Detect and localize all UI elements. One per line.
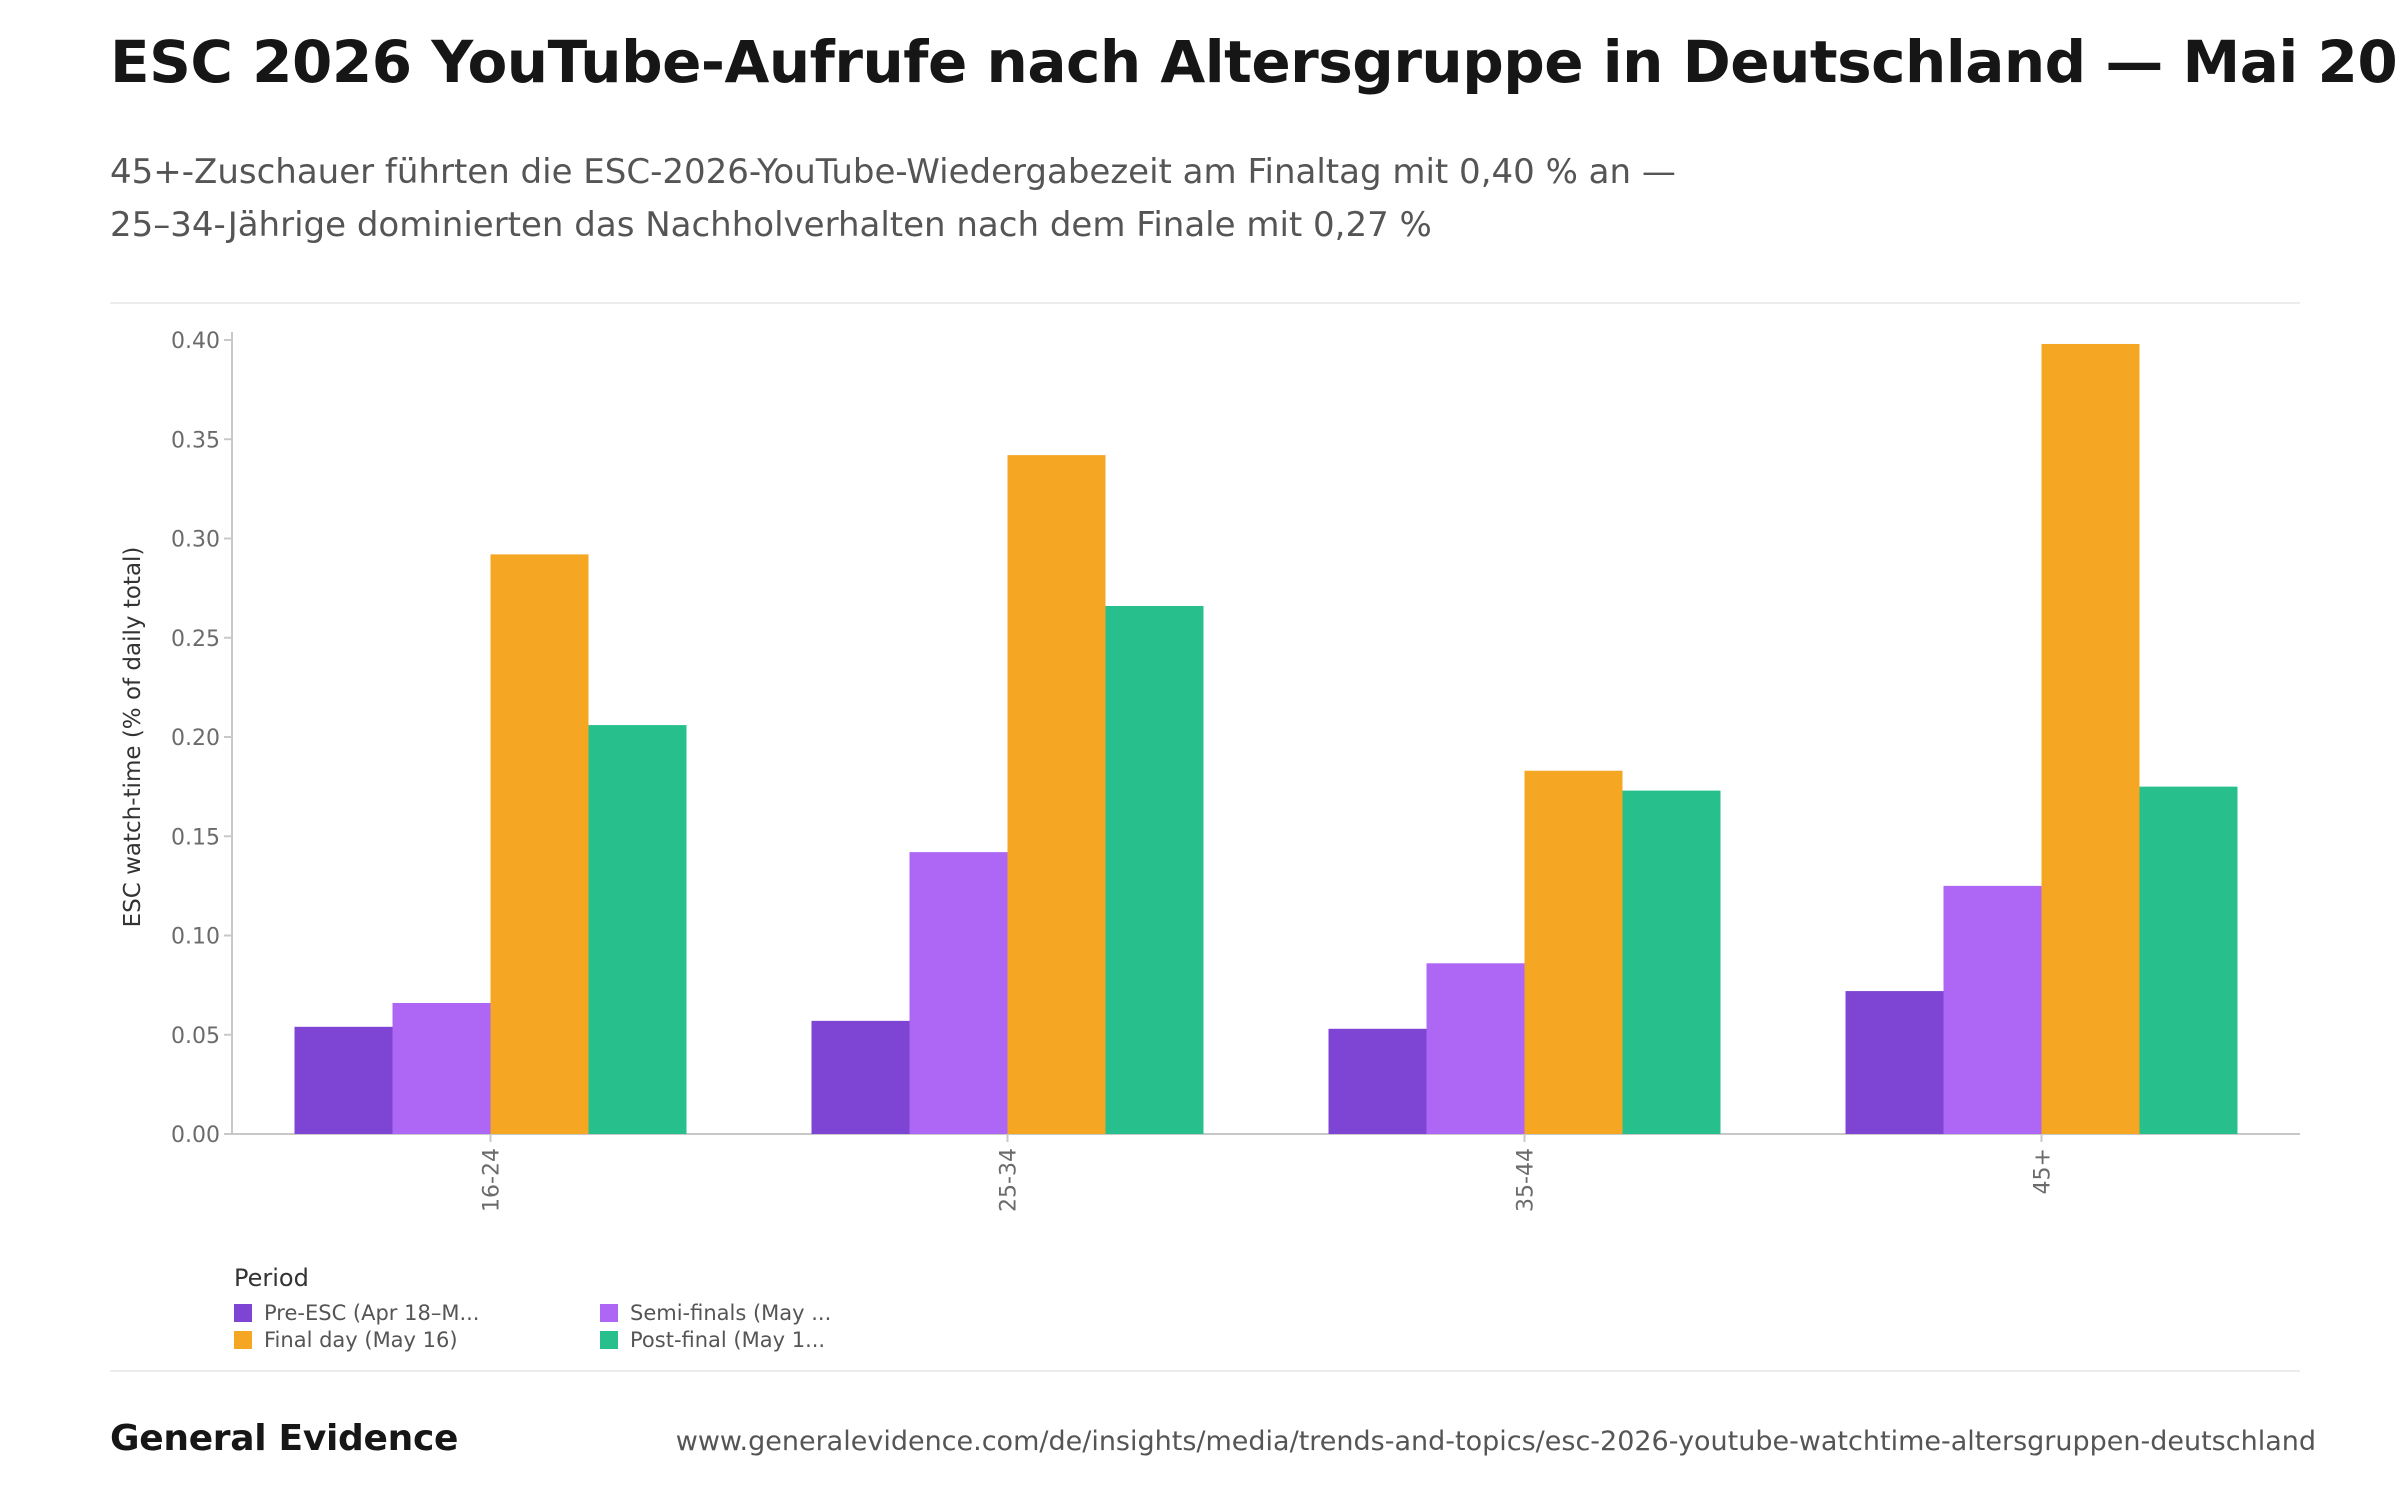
x-tick-label: 25-34 (997, 1148, 1022, 1212)
y-tick-label: 0.05 (171, 1024, 220, 1049)
legend-label: Post-final (May 1... (630, 1328, 825, 1352)
bar (1426, 963, 1525, 1134)
bar (1328, 1028, 1427, 1134)
bar (392, 1002, 491, 1134)
legend-swatch (234, 1304, 252, 1322)
bar (588, 725, 687, 1134)
bar (2041, 343, 2140, 1135)
bottom-divider (110, 1370, 2300, 1372)
legend-label: Semi-finals (May ... (630, 1301, 831, 1325)
bar (909, 852, 1008, 1134)
subtitle-line-2: 25–34-Jährige dominierten das Nachholver… (110, 205, 1432, 245)
bar-chart: 0.00 0.05 0.10 0.15 0.20 0.25 0.30 0.35 0.40 ESC … (120, 329, 2300, 1352)
bar (1943, 885, 2042, 1134)
bar (490, 554, 589, 1134)
bar (294, 1026, 393, 1134)
bar (1622, 790, 1721, 1134)
subtitle-line-1: 45+-Zuschauer führten die ESC-2026-YouTu… (110, 152, 1676, 192)
page-title: ESC 2026 YouTube-Aufrufe nach Altersgrup… (110, 28, 2400, 96)
y-tick-label: 0.30 (171, 528, 220, 553)
legend-swatch (600, 1304, 618, 1322)
x-tick-label: 16-24 (480, 1148, 505, 1212)
brand-logo-text: General Evidence (110, 1418, 459, 1459)
top-divider (110, 302, 2300, 304)
y-tick-label: 0.10 (171, 925, 220, 950)
y-tick-label: 0.00 (171, 1123, 220, 1148)
y-tick-label: 0.15 (171, 825, 220, 850)
x-tick-label: 45+ (2031, 1148, 2056, 1194)
y-tick-label: 0.25 (171, 627, 220, 652)
legend-label: Final day (May 16) (264, 1328, 458, 1352)
y-tick-label: 0.40 (171, 329, 220, 354)
bar (811, 1020, 910, 1134)
y-tick-label: 0.35 (171, 428, 220, 453)
y-axis-label: ESC watch-time (% of daily total) (120, 547, 146, 928)
legend-swatch (234, 1331, 252, 1349)
legend-label: Pre-ESC (Apr 18–M... (264, 1301, 479, 1325)
y-tick-label: 0.20 (171, 726, 220, 751)
bar (1845, 991, 1944, 1134)
legend-title: Period (234, 1264, 309, 1292)
bar (1007, 455, 1106, 1134)
bar (1105, 605, 1204, 1134)
bar (1524, 770, 1623, 1134)
source-url[interactable]: www.generalevidence.com/de/insights/medi… (675, 1426, 2316, 1457)
legend-swatch (600, 1331, 618, 1349)
bar (2139, 786, 2238, 1134)
page-subtitle: 45+-Zuschauer führten die ESC-2026-YouTu… (110, 146, 2210, 252)
x-tick-label: 35-44 (1514, 1148, 1539, 1212)
